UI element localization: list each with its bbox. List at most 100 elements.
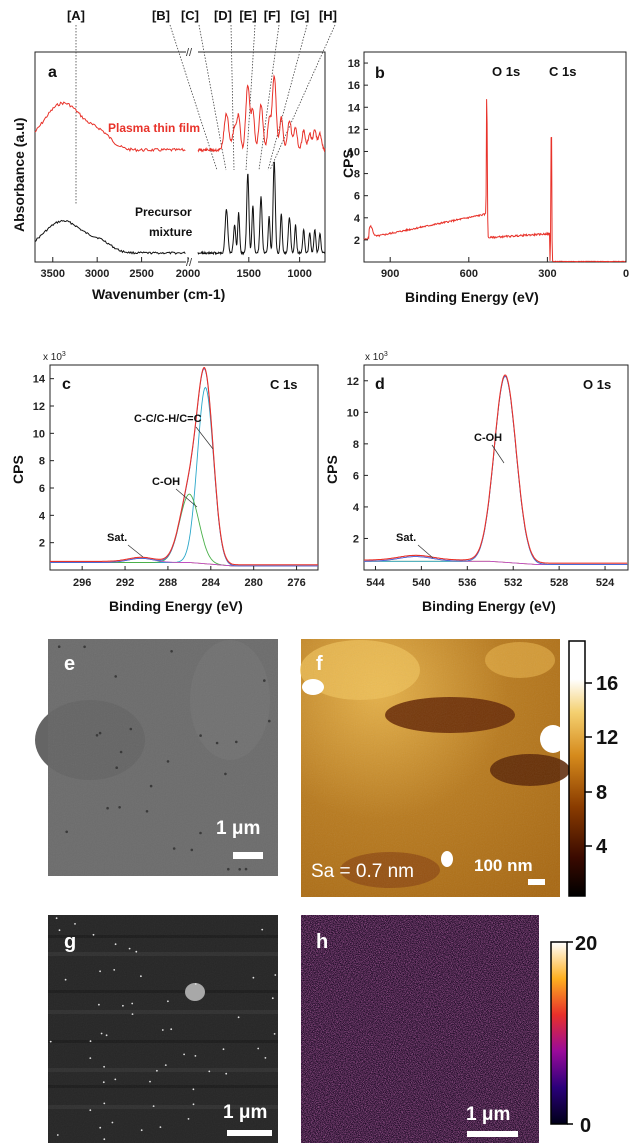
d-x-tick-label-540: 540 [412,577,430,589]
legend-precursor-line1: Precursor [135,205,192,219]
sem-g-dot [56,1134,59,1136]
sem-e-dot [119,750,123,754]
c-measured [50,367,318,566]
legend-precursor-line2: mixture [149,225,193,239]
sem-g-dot [261,928,264,931]
sem-g-dot [252,976,255,979]
panel-d-label: d [375,376,385,393]
x-axis-title-a: Wavenumber (cm-1) [92,286,225,302]
sem-e-dot [145,810,149,813]
sem-e-dot [149,784,153,788]
panel-c-title: C 1s [270,377,297,392]
panel-a: a // // [A] [B] [C] [D] [E] [F] [G] [H] Plasma … [11,8,337,302]
image-f-scale-bar [528,879,545,885]
ann-d-coh-leader [491,444,505,464]
sem-e-dot [83,645,86,649]
ann-d-sat-leader [417,544,434,559]
sem-g-dot [273,1033,276,1035]
c-x-tick-label-284: 284 [202,577,221,589]
d-y-tick-label-12: 12 [347,376,359,388]
sem-e-dot [235,740,238,744]
sem-g-dot [257,1047,260,1050]
sem-e-dot [233,834,237,837]
sem-g-dot [113,969,116,971]
y-axis-title-b: CPS [340,149,356,178]
y-axis-title-c: CPS [10,455,26,484]
ann-c-coh: C-OH [152,476,180,488]
colorbar-f-tick-label-8: 8 [596,782,607,804]
x-tick-label-b-300: 300 [538,268,556,280]
peak-label-o1s: O 1s [492,64,520,79]
sem-g-dot [161,1029,164,1031]
d-y-tick-label-8: 8 [353,439,359,451]
sem-e-dot [172,847,176,850]
sem-g-texture [48,915,278,1143]
sem-g-dot [49,1040,52,1043]
y-tick-label-b-4: 4 [354,213,361,225]
sem-g-dot [99,970,101,973]
sem-g-dot [64,978,67,981]
colorbar-f-tick-label-12: 12 [596,727,618,749]
colorbar-f-tick-label-4: 4 [596,836,608,858]
sem-e-dot [170,650,173,653]
sem-g-dot [89,1109,92,1112]
band-marker-6: [G] [291,8,310,23]
image-g-label: g [64,931,76,953]
d-y-tick-label-6: 6 [353,470,359,482]
sem-g-dot [74,923,76,925]
series-precursor-mixture [34,161,326,256]
band-marker-line-2 [198,24,227,171]
sem-g-dot [103,1102,106,1105]
sem-g-particles [49,917,277,1141]
image-e-label: e [64,653,75,675]
x-tick-label-a-2500: 2500 [129,268,153,280]
d-x-tick-label-532: 532 [504,577,522,589]
image-e-scale-text: 1 μm [216,818,260,839]
colorbar-h-max: 20 [575,933,597,955]
multiplier-d: x 103 [365,351,388,363]
band-marker-0: [A] [67,8,85,23]
image-g-scale-text: 1 μm [223,1102,267,1123]
sem-g-dot [159,1126,162,1128]
panel-c-frame [49,364,319,571]
sem-g-dot [98,1003,100,1006]
d-x-tick-label-528: 528 [550,577,568,589]
sem-e-dot [115,766,118,769]
sem-g-dot [105,1034,108,1037]
sem-e-dot [224,772,227,776]
band-marker-line-7 [269,24,336,171]
colorbar-f-tick-label-16: 16 [596,673,618,695]
ann-d-coh: C-OH [474,432,502,444]
sem-g-dot [237,1016,240,1019]
sem-e-texture [48,639,278,876]
colorbar-f [568,640,586,897]
d-measured [364,374,628,564]
ticks-c: 2 4 6 8 10 12 14 296 292 288 284 280 276 [33,374,306,589]
image-f: f Sa = 0.7 nm 100 nm 16 12 8 4 [300,639,618,897]
sem-g-dot [164,1064,167,1066]
image-f-scale-text: 100 nm [474,856,533,875]
sem-g-dot [187,1118,190,1120]
ann-c-main: C-C/C-H/C=C [134,413,202,425]
sem-g-dot [114,943,117,946]
axis-break-bottom: // [186,257,193,269]
image-e-scale-bar [233,852,263,859]
band-marker-5: [F] [264,8,281,23]
c-x-tick-label-296: 296 [73,577,91,589]
band-marker-1: [B] [152,8,170,23]
panel-a-label: a [48,64,57,81]
c-y-tick-label-6: 6 [39,483,45,495]
image-f-label: f [316,653,323,675]
edx-map-h-noise [301,915,539,1143]
y-tick-label-b-8: 8 [354,169,360,181]
y-tick-label-b-16: 16 [348,80,360,92]
d-y-tick-label-10: 10 [347,407,359,419]
c-x-tick-label-280: 280 [245,577,263,589]
band-marker-line-5 [258,24,280,171]
d-x-tick-label-524: 524 [596,577,615,589]
c-background [50,562,318,567]
y-tick-label-b-14: 14 [348,102,361,114]
band-markers: [A] [B] [C] [D] [E] [F] [G] [H] [67,8,337,205]
sem-e-dot [129,727,133,731]
